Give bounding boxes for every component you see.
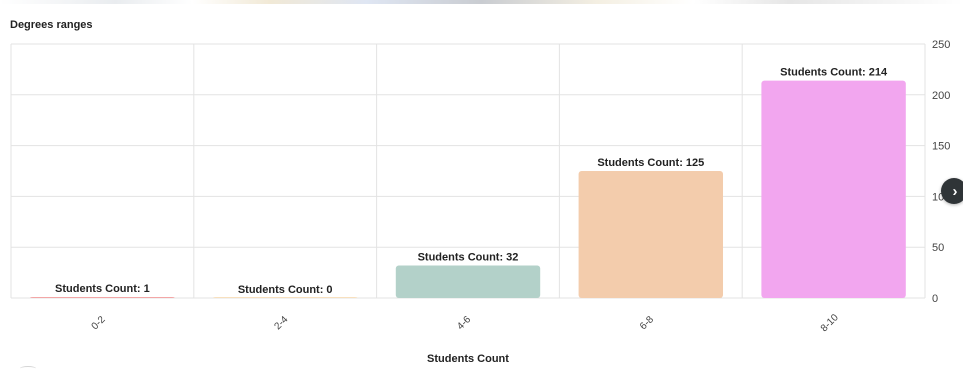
y-tick-label: 50 <box>932 242 944 254</box>
x-tick-label: 6-8 <box>638 314 656 332</box>
bar-value-label: Students Count: 32 <box>418 251 519 263</box>
next-button[interactable]: › <box>941 178 963 204</box>
top-image-strip <box>0 0 963 4</box>
x-tick-label: 2-4 <box>272 314 290 332</box>
bar-value-label: Students Count: 1 <box>55 283 150 295</box>
bar <box>578 171 724 298</box>
bar <box>395 265 541 298</box>
x-tick-label: 4-6 <box>455 314 473 332</box>
y-tick-label: 0 <box>932 293 938 305</box>
y-tick-label: 250 <box>932 39 950 51</box>
bar <box>212 297 358 298</box>
bar-value-label: Students Count: 214 <box>780 67 888 79</box>
bar-value-label: Students Count: 125 <box>597 157 704 169</box>
y-tick-label: 150 <box>932 141 950 153</box>
bar-value-label: Students Count: 0 <box>238 284 333 296</box>
chevron-right-icon: › <box>952 182 958 200</box>
bar <box>30 296 175 298</box>
y-tick-label: 200 <box>932 90 950 102</box>
chart-title: Degrees ranges <box>10 19 93 31</box>
x-axis-title: Students Count <box>427 353 509 365</box>
x-tick-label: 0-2 <box>90 314 108 332</box>
bar <box>761 80 906 299</box>
x-tick-label: 8-10 <box>819 312 841 334</box>
corner-decoration <box>20 366 36 371</box>
